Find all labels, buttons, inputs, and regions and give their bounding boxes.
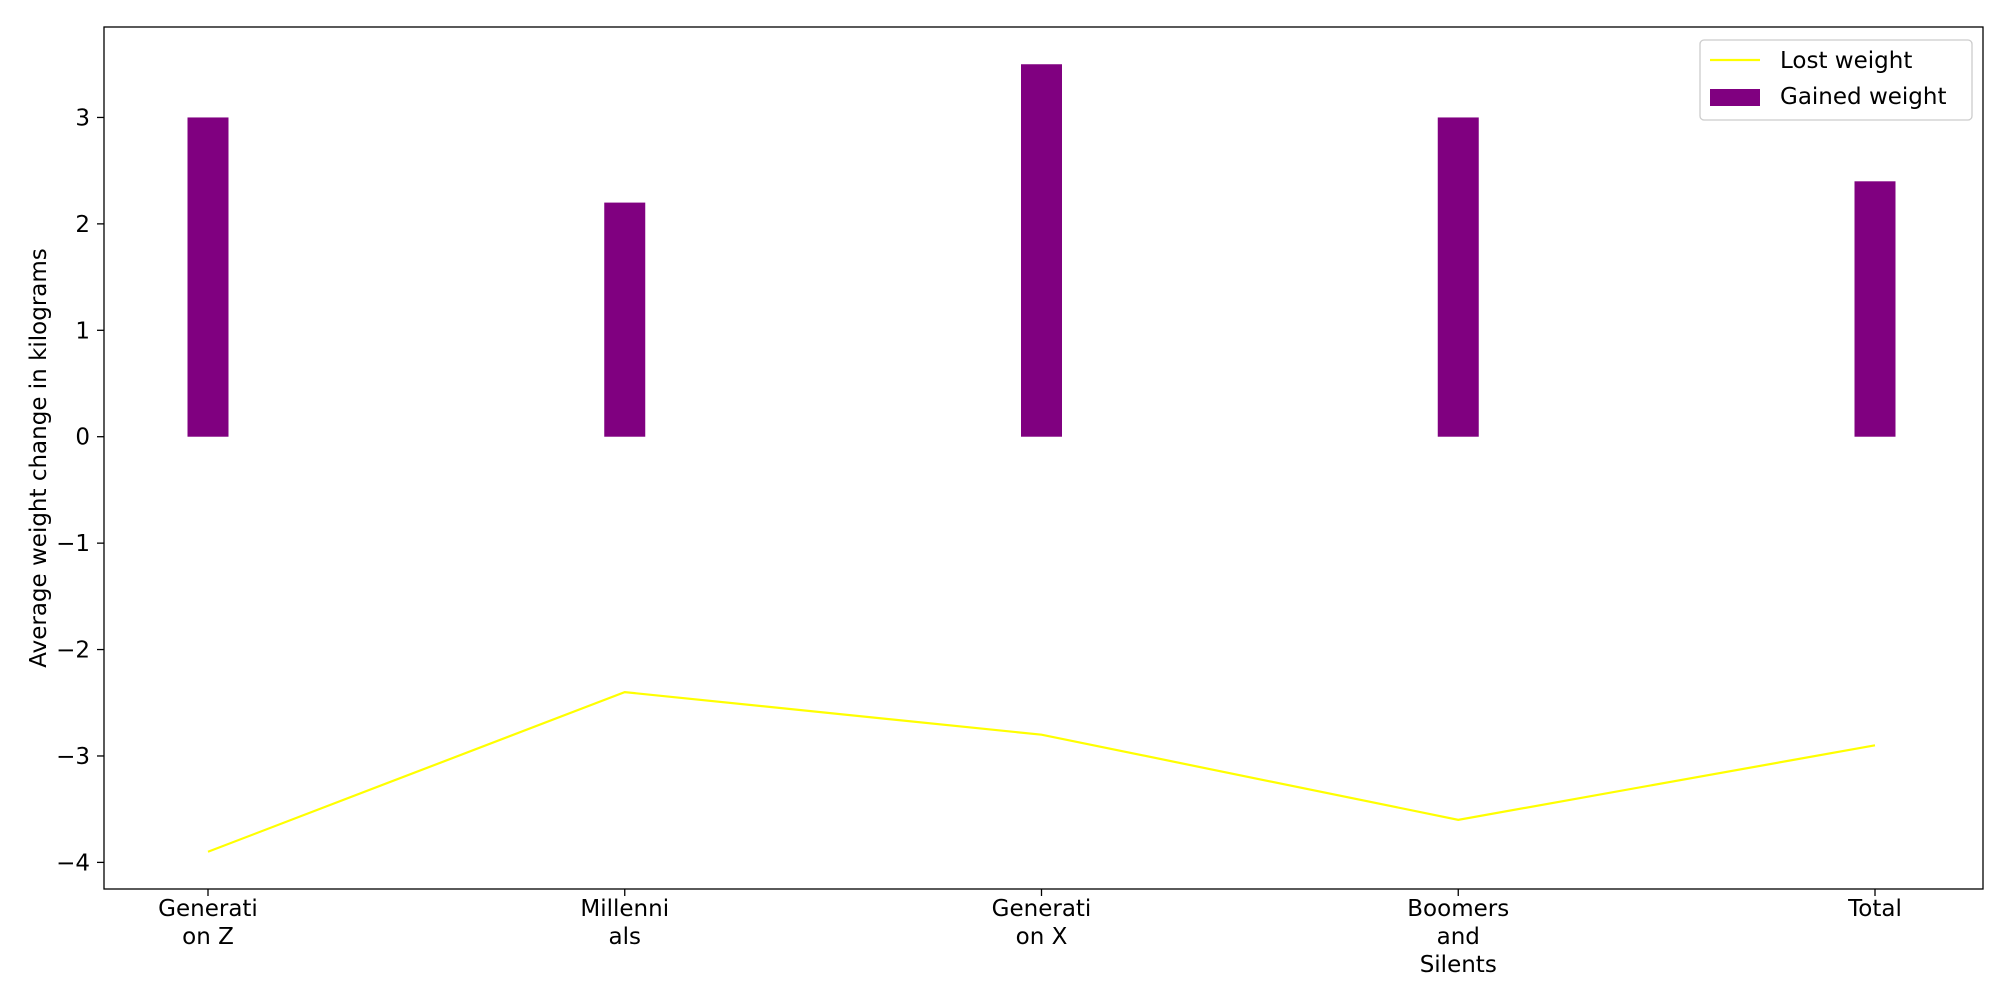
x-tick-label: Total	[1847, 896, 1902, 922]
x-tick-label-line: Boomers	[1407, 896, 1509, 922]
gained-weight-bar	[188, 117, 229, 436]
gained-weight-bar	[1438, 117, 1479, 436]
legend-lost-weight-label: Lost weight	[1780, 48, 1912, 74]
legend-gained-weight-label: Gained weight	[1780, 84, 1947, 110]
gained-weight-bars	[188, 64, 1896, 436]
y-tick-label: −4	[56, 850, 90, 876]
y-axis: 3 2 1 0 −1 −2 −3 −4	[56, 105, 104, 876]
x-tick-label-line: Generati	[992, 896, 1092, 922]
gained-weight-bar	[1021, 64, 1062, 436]
lost-weight-line	[208, 692, 1875, 852]
gained-weight-bar	[1855, 181, 1896, 436]
x-tick-label-line: Total	[1847, 896, 1902, 922]
x-tick-label-line: on Z	[182, 924, 234, 950]
y-tick-label: 1	[75, 318, 90, 344]
y-tick-label: 0	[75, 425, 90, 451]
gained-weight-bar	[604, 203, 645, 437]
y-tick-label: 2	[75, 212, 90, 238]
x-tick-label-line: Generati	[158, 896, 258, 922]
y-tick-label: −3	[56, 744, 90, 770]
lost-weight-line-layer	[208, 692, 1875, 852]
y-tick-label: 3	[75, 105, 90, 131]
y-axis-title: Average weight change in kilograms	[26, 248, 52, 668]
x-tick-label-line: Millenni	[580, 896, 669, 922]
x-tick-label-line: and	[1437, 924, 1480, 950]
y-tick-label: −1	[56, 531, 90, 557]
legend: Lost weight Gained weight	[1700, 40, 1972, 120]
x-tick-label-line: Silents	[1420, 952, 1497, 978]
x-tick-label-line: on X	[1016, 924, 1068, 950]
legend-gained-weight-patch-icon	[1710, 89, 1760, 106]
y-tick-label: −2	[56, 638, 90, 664]
x-tick-label-line: als	[609, 924, 641, 950]
